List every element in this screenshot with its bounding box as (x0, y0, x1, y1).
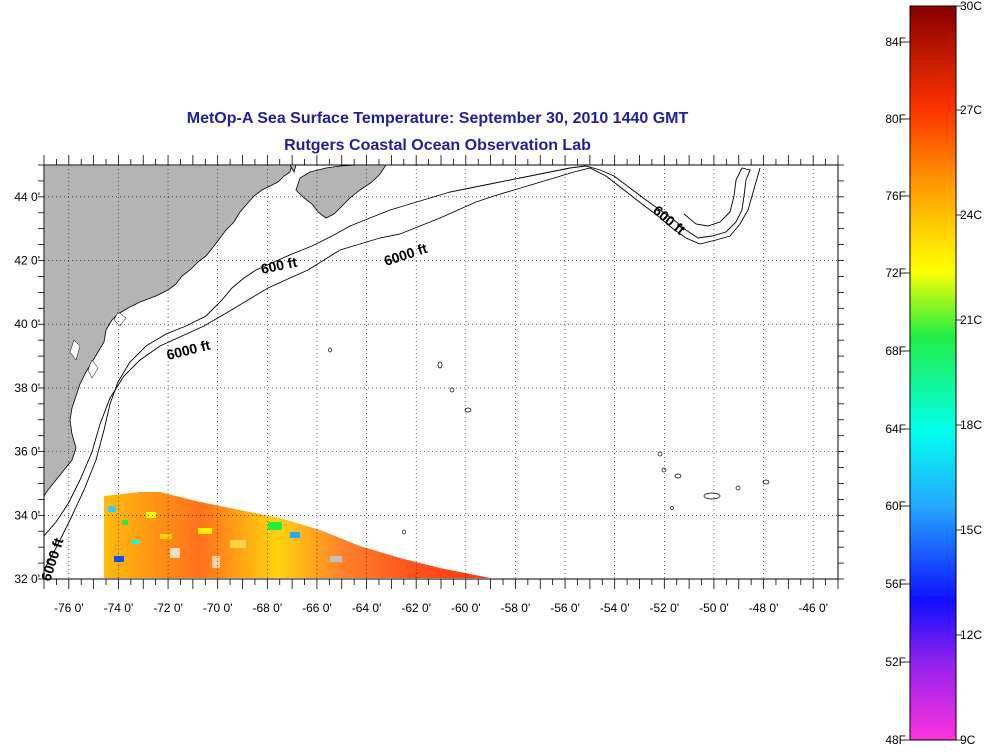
lon-tick-label: -70 0' (203, 601, 233, 615)
lat-tick-label: 34 0' (14, 508, 40, 522)
lon-tick-label: -64 0' (352, 601, 382, 615)
lon-axis: -76 0' -74 0' -72 0' -70 0' -68 0' -66 0' -64 … (54, 601, 828, 615)
lon-tick-label: -46 0' (798, 601, 828, 615)
colorbar-c-label: 21C (960, 313, 982, 327)
contour-6000ft (44, 167, 761, 537)
color-scale-bar (909, 5, 957, 741)
colorbar-c-label: 30C (960, 0, 982, 13)
lon-tick-label: -76 0' (54, 601, 84, 615)
lon-tick-label: -48 0' (749, 601, 779, 615)
contour-600ft (44, 165, 751, 571)
colorbar-c-label: 18C (960, 418, 982, 432)
map-title: MetOp-A Sea Surface Temperature: Septemb… (186, 110, 689, 127)
colorbar-c-labels: 30C 27C 24C 21C 18C 15C 12C 9C (960, 0, 982, 747)
colorbar-f-labels: 84F 80F 76F 72F 68F 64F 60F 56F 52F 48F (885, 35, 906, 747)
colorbar-f-label: 56F (885, 577, 906, 591)
lon-tick-label: -52 0' (649, 601, 679, 615)
lat-tick-label: 40 0' (14, 317, 40, 331)
lon-tick-label: -54 0' (600, 601, 630, 615)
colorbar-f-label: 64F (885, 422, 906, 436)
colorbar-c-label: 12C (960, 628, 982, 642)
lon-tick-label: -60 0' (451, 601, 481, 615)
lat-tick-label: 32 0' (14, 572, 40, 586)
depth-label: 600 ft (259, 254, 298, 277)
land-newfoundland (289, 165, 297, 174)
colorbar-f-label: 72F (885, 266, 906, 280)
colorbar-c-label: 15C (960, 523, 982, 537)
lon-tick-label: -62 0' (401, 601, 431, 615)
map-gridlines (44, 165, 838, 580)
colorbar-c-label: 27C (960, 103, 982, 117)
lat-tick-label: 44 0' (14, 190, 40, 204)
lon-tick-label: -58 0' (501, 601, 531, 615)
lon-tick-label: -56 0' (550, 601, 580, 615)
lon-tick-label: -50 0' (699, 601, 729, 615)
lon-tick-label: -74 0' (104, 601, 134, 615)
map-subtitle: Rutgers Coastal Ocean Observation Lab (284, 137, 591, 154)
lat-tick-label: 38 0' (14, 381, 40, 395)
lat-tick-label: 36 0' (14, 445, 40, 459)
colorbar-c-label: 24C (960, 208, 982, 222)
colorbar-ticks (904, 5, 962, 741)
colorbar-c-label: 9C (960, 733, 976, 747)
map-ticks (38, 155, 844, 589)
lon-tick-label: -72 0' (153, 601, 183, 615)
colorbar-f-label: 68F (885, 344, 906, 358)
colorbar-f-label: 80F (885, 112, 906, 126)
land-mass (44, 165, 293, 497)
colorbar-f-label: 84F (885, 35, 906, 49)
lon-tick-label: -66 0' (302, 601, 332, 615)
colorbar-f-label: 60F (885, 499, 906, 513)
lat-tick-label: 42 0' (14, 254, 40, 268)
lon-tick-label: -68 0' (252, 601, 282, 615)
colorbar-f-label: 76F (885, 189, 906, 203)
lat-axis: 44 0' 42 0' 40 0' 38 0' 36 0' 34 0' 32 0' (14, 190, 40, 586)
colorbar-f-label: 48F (885, 733, 906, 747)
land-maritimes (295, 165, 387, 219)
colorbar-f-label: 52F (885, 655, 906, 669)
sst-noise (108, 506, 342, 568)
